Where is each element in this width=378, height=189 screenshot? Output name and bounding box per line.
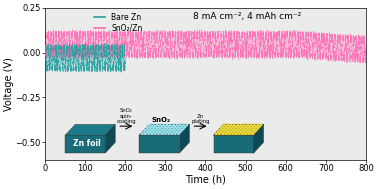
Polygon shape: [254, 124, 263, 153]
Text: 8 mA cm⁻², 4 mAh cm⁻²: 8 mA cm⁻², 4 mAh cm⁻²: [193, 12, 301, 21]
Legend: Bare Zn, SnO₂/Zn: Bare Zn, SnO₂/Zn: [91, 10, 146, 36]
Polygon shape: [139, 124, 189, 135]
Polygon shape: [214, 124, 263, 135]
Text: Zn
plating: Zn plating: [191, 114, 210, 124]
Text: Zn foil: Zn foil: [73, 139, 101, 148]
Y-axis label: Voltage (V): Voltage (V): [4, 57, 14, 111]
Polygon shape: [180, 124, 189, 153]
Polygon shape: [139, 124, 189, 135]
Text: SnO₂: SnO₂: [152, 117, 171, 123]
Polygon shape: [65, 135, 105, 153]
Polygon shape: [214, 124, 263, 135]
Polygon shape: [105, 124, 115, 153]
X-axis label: Time (h): Time (h): [185, 175, 226, 185]
Polygon shape: [65, 124, 115, 135]
Polygon shape: [214, 135, 254, 153]
Text: SnO₂
spin-
coating: SnO₂ spin- coating: [116, 108, 136, 124]
Polygon shape: [139, 135, 180, 153]
